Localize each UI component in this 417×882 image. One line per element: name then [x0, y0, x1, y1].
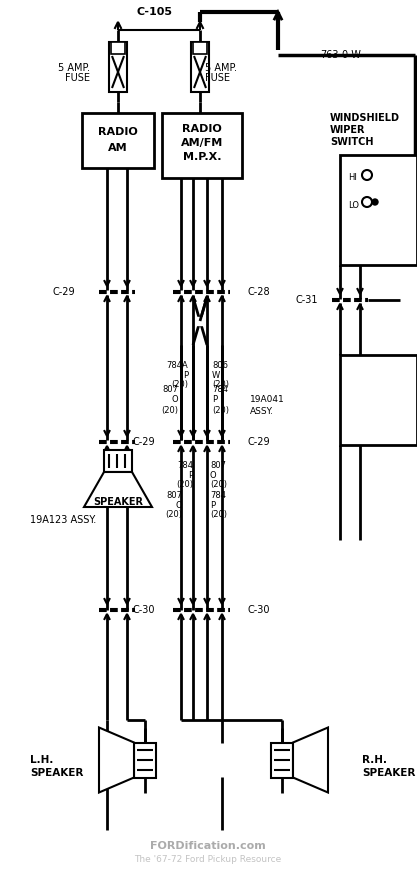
- Text: P: P: [210, 500, 215, 510]
- Text: 763-0-W: 763-0-W: [320, 50, 361, 60]
- Text: (20): (20): [210, 481, 227, 490]
- Text: O: O: [176, 500, 182, 510]
- Text: (20): (20): [161, 406, 178, 415]
- Bar: [340, 155, 417, 265]
- Text: C-30: C-30: [248, 605, 271, 615]
- Text: ASSY.: ASSY.: [250, 407, 274, 416]
- Text: P: P: [212, 395, 217, 405]
- Text: 807: 807: [162, 385, 178, 394]
- Text: RADIO: RADIO: [98, 127, 138, 137]
- Circle shape: [372, 199, 378, 205]
- Text: FORDification.com: FORDification.com: [150, 841, 266, 851]
- Text: (20): (20): [171, 380, 188, 390]
- Text: (20): (20): [212, 406, 229, 415]
- Text: SPEAKER: SPEAKER: [362, 768, 415, 778]
- Bar: [271, 743, 293, 778]
- Text: (20): (20): [176, 481, 193, 490]
- Text: 5 AMP.: 5 AMP.: [58, 63, 90, 73]
- Text: 807: 807: [166, 490, 182, 499]
- Bar: [82, 113, 154, 168]
- Text: C-31: C-31: [296, 295, 318, 305]
- Bar: [111, 42, 125, 54]
- Text: O: O: [210, 470, 216, 480]
- Text: (20): (20): [210, 511, 227, 519]
- Text: C-105: C-105: [137, 7, 173, 17]
- Text: R.H.: R.H.: [362, 755, 387, 765]
- Text: The '67-72 Ford Pickup Resource: The '67-72 Ford Pickup Resource: [134, 856, 281, 864]
- Bar: [162, 113, 242, 178]
- Text: 19A041: 19A041: [250, 395, 285, 405]
- Text: C-30: C-30: [133, 605, 155, 615]
- Text: 784: 784: [210, 490, 226, 499]
- Text: C-29: C-29: [132, 437, 155, 447]
- Polygon shape: [293, 728, 328, 793]
- Bar: [340, 355, 417, 445]
- Text: M.P.X.: M.P.X.: [183, 152, 221, 162]
- Bar: [191, 42, 209, 92]
- Text: AM/FM: AM/FM: [181, 138, 223, 148]
- Text: 784A: 784A: [166, 361, 188, 370]
- Text: HI: HI: [348, 174, 357, 183]
- Text: (20): (20): [165, 511, 182, 519]
- Text: C-29: C-29: [53, 287, 75, 297]
- Text: C-29: C-29: [248, 437, 271, 447]
- Text: RADIO: RADIO: [182, 124, 222, 134]
- Text: LO: LO: [348, 200, 359, 210]
- Text: 784: 784: [177, 460, 193, 469]
- Text: P: P: [188, 470, 193, 480]
- Text: SPEAKER: SPEAKER: [30, 768, 83, 778]
- Text: AM: AM: [108, 143, 128, 153]
- Text: WINDSHIELD: WINDSHIELD: [330, 113, 400, 123]
- Text: 807: 807: [210, 460, 226, 469]
- Text: 19A123 ASSY.: 19A123 ASSY.: [30, 515, 96, 525]
- Text: L.H.: L.H.: [30, 755, 53, 765]
- Text: 784: 784: [212, 385, 228, 394]
- Text: C-28: C-28: [248, 287, 271, 297]
- Text: W: W: [212, 370, 220, 379]
- Bar: [109, 42, 127, 92]
- Bar: [193, 42, 207, 54]
- Bar: [196, 317, 204, 325]
- Text: SPEAKER: SPEAKER: [93, 497, 143, 507]
- Text: 806: 806: [212, 361, 228, 370]
- Text: FUSE: FUSE: [65, 73, 90, 83]
- Text: FUSE: FUSE: [205, 73, 230, 83]
- Text: O: O: [171, 395, 178, 405]
- Text: SWITCH: SWITCH: [330, 137, 374, 147]
- Text: WIPER: WIPER: [330, 125, 365, 135]
- Polygon shape: [84, 472, 152, 507]
- Bar: [134, 743, 156, 778]
- Polygon shape: [99, 728, 134, 793]
- Text: 5 AMP.: 5 AMP.: [205, 63, 237, 73]
- Text: (20): (20): [212, 380, 229, 390]
- Text: P: P: [183, 370, 188, 379]
- Bar: [104, 450, 132, 472]
